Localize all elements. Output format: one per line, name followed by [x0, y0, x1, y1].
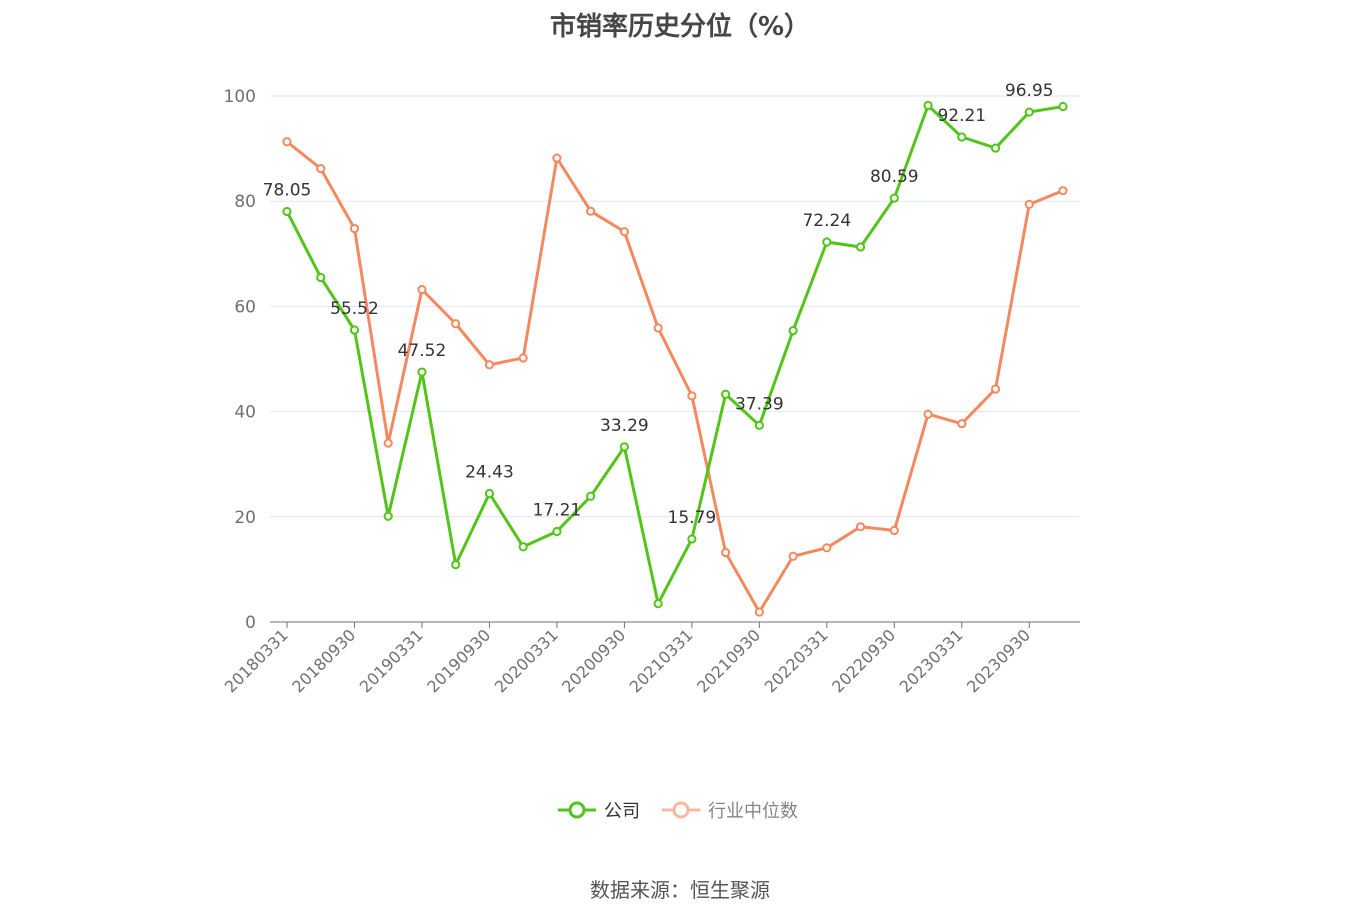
data-point[interactable]: [451, 319, 461, 329]
data-label: 17.21: [533, 500, 582, 520]
data-point[interactable]: [957, 132, 967, 142]
legend[interactable]: 公司 行业中位数: [558, 801, 798, 822]
data-point[interactable]: [687, 391, 697, 401]
data-label: 33.29: [600, 416, 649, 436]
data-point[interactable]: [282, 206, 292, 217]
x-tick-label: 20200331: [491, 625, 562, 696]
data-point[interactable]: [822, 237, 832, 247]
data-point[interactable]: [687, 534, 697, 544]
legend-marker: [568, 801, 586, 819]
data-point[interactable]: [484, 360, 495, 370]
data-point[interactable]: [855, 242, 866, 252]
axes: 0 20 40 60 80 100 2018033120180930201903312019…: [221, 87, 1080, 696]
data-point[interactable]: [653, 598, 663, 609]
data-point[interactable]: [990, 384, 1001, 394]
data-point[interactable]: [417, 284, 427, 295]
y-tick-label: 20: [234, 508, 256, 528]
data-point[interactable]: [552, 526, 562, 537]
data-point[interactable]: [923, 100, 933, 111]
data-point[interactable]: [788, 325, 798, 336]
data-label: 80.59: [870, 167, 919, 187]
data-point[interactable]: [349, 223, 360, 234]
data-label: 55.52: [330, 299, 379, 319]
data-point[interactable]: [754, 420, 764, 430]
series-lines: [282, 100, 1068, 617]
x-tick-label: 20190331: [356, 625, 427, 696]
data-point[interactable]: [349, 325, 360, 335]
data-point[interactable]: [586, 491, 596, 501]
data-point[interactable]: [1058, 101, 1068, 112]
data-point[interactable]: [957, 419, 967, 429]
data-label: 37.39: [735, 394, 784, 414]
x-tick-label: 20220331: [761, 625, 832, 696]
data-point[interactable]: [586, 206, 596, 216]
x-tick-label: 20210331: [626, 625, 697, 696]
data-point[interactable]: [889, 525, 899, 536]
x-tick-label: 20230331: [896, 625, 967, 696]
data-label: 47.52: [398, 341, 447, 361]
x-tick-label: 20230930: [963, 625, 1034, 696]
x-tick-label: 20180331: [221, 625, 292, 696]
data-point[interactable]: [619, 227, 629, 237]
data-point[interactable]: [383, 438, 393, 448]
data-point[interactable]: [788, 551, 798, 561]
data-point[interactable]: [1024, 199, 1034, 209]
x-tick-label: 20180930: [288, 625, 359, 696]
data-point[interactable]: [282, 137, 292, 147]
data-point[interactable]: [383, 511, 393, 521]
series-line-1: [286, 140, 1064, 614]
y-tick-label: 40: [234, 403, 256, 423]
data-point[interactable]: [451, 560, 461, 570]
data-point[interactable]: [518, 542, 528, 552]
x-tick-label: 20190930: [423, 625, 494, 696]
data-label: 24.43: [465, 462, 514, 482]
legend-item-0[interactable]: 公司: [558, 801, 640, 822]
data-point[interactable]: [889, 193, 899, 203]
data-point[interactable]: [721, 547, 731, 558]
data-point[interactable]: [653, 323, 663, 333]
legend-marker: [672, 801, 690, 819]
legend-item-1[interactable]: 行业中位数: [662, 801, 798, 822]
x-tick-label: 20200930: [558, 625, 629, 696]
data-point[interactable]: [721, 389, 731, 399]
data-label: 15.79: [668, 508, 717, 528]
data-point[interactable]: [923, 409, 933, 419]
chart-title: 市销率历史分位（%）: [549, 12, 811, 42]
data-point[interactable]: [316, 163, 326, 174]
y-tick-label: 80: [234, 192, 256, 212]
data-point[interactable]: [822, 543, 832, 553]
y-tick-label: 0: [245, 613, 256, 633]
data-point[interactable]: [552, 153, 562, 163]
data-label: 96.95: [1005, 81, 1054, 101]
legend-label: 公司: [604, 801, 640, 822]
legend-label: 行业中位数: [708, 801, 798, 822]
data-point[interactable]: [1024, 107, 1034, 117]
data-label: 78.05: [263, 180, 312, 200]
x-tick-label: 20220930: [828, 625, 899, 696]
data-point[interactable]: [484, 488, 495, 499]
data-point[interactable]: [990, 143, 1001, 153]
grid-lines: [270, 95, 1080, 518]
data-point[interactable]: [316, 272, 326, 283]
data-label: 92.21: [937, 106, 986, 126]
x-tick-label: 20210930: [693, 625, 764, 696]
data-point[interactable]: [754, 607, 764, 617]
data-point[interactable]: [417, 367, 427, 377]
series-line-0: [285, 103, 1064, 606]
data-label: 72.24: [802, 211, 851, 231]
source-note: 数据来源：恒生聚源: [590, 878, 770, 902]
data-labels: 78.05 55.52 47.52 24.43 17.21 33.29 15.79 37.39…: [263, 81, 1054, 528]
data-point[interactable]: [1058, 186, 1068, 196]
data-point[interactable]: [855, 522, 866, 532]
data-point[interactable]: [518, 353, 528, 363]
y-tick-label: 100: [224, 87, 256, 107]
data-point[interactable]: [619, 442, 629, 452]
y-tick-label: 60: [234, 297, 256, 317]
